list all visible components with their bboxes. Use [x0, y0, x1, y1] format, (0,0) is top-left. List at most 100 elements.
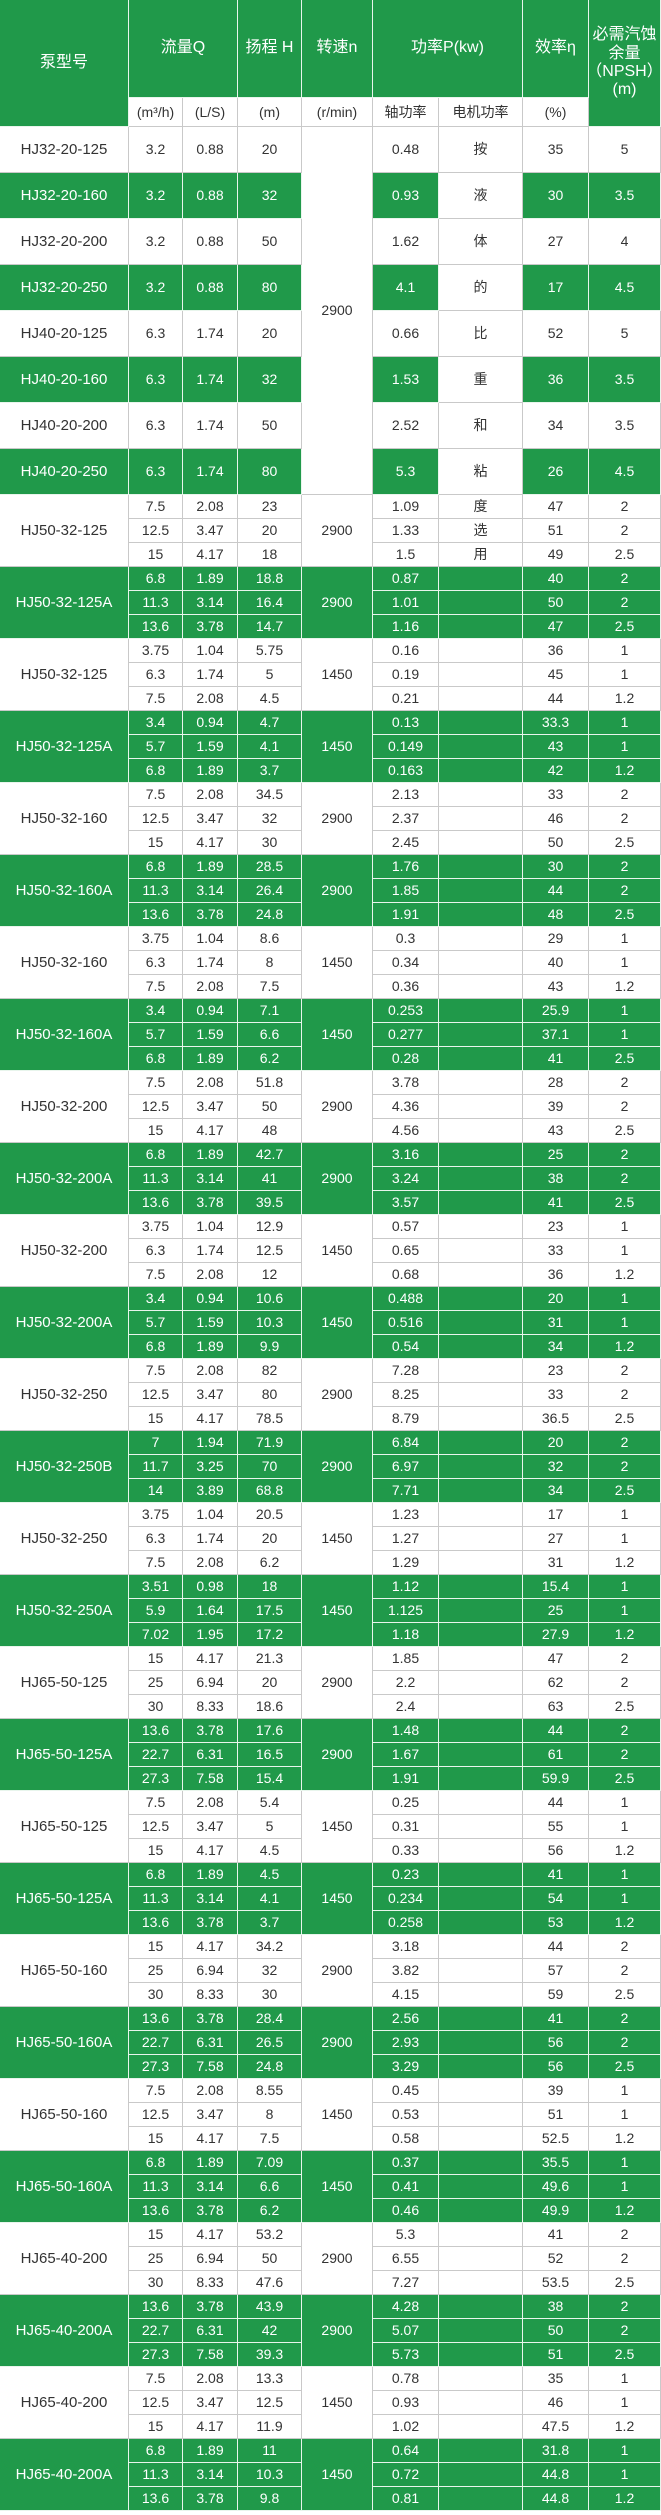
data-cell: 36.5 [523, 1407, 589, 1431]
header-unit-cell: (L/S) [183, 98, 238, 127]
data-cell: 11.9 [238, 2415, 302, 2439]
data-cell: 1.91 [373, 1767, 439, 1791]
data-cell: 59 [523, 1983, 589, 2007]
empty-cell [439, 2151, 523, 2175]
data-cell: 28.5 [238, 855, 302, 879]
data-cell: 49.9 [523, 2199, 589, 2223]
data-cell: 3.2 [129, 173, 183, 219]
data-cell: 0.81 [373, 2487, 439, 2511]
empty-cell [439, 1191, 523, 1215]
speed-cell: 1450 [302, 2151, 373, 2223]
empty-cell [439, 1287, 523, 1311]
empty-cell [439, 711, 523, 735]
data-cell: 43 [523, 975, 589, 999]
empty-cell [439, 1911, 523, 1935]
data-cell: 22.7 [129, 2031, 183, 2055]
data-cell: 8 [238, 951, 302, 975]
data-cell: 30 [129, 2271, 183, 2295]
data-cell: 0.277 [373, 1023, 439, 1047]
empty-cell [439, 1119, 523, 1143]
data-cell: 15 [129, 1647, 183, 1671]
data-cell: 44 [523, 1935, 589, 1959]
data-cell: 5.7 [129, 1311, 183, 1335]
data-cell: 2.5 [589, 1695, 661, 1719]
model-cell: HJ32-20-125 [0, 127, 129, 173]
data-cell: 0.34 [373, 951, 439, 975]
data-cell: 3.14 [183, 879, 238, 903]
data-cell: 0.234 [373, 1887, 439, 1911]
header-cell: 效率η [523, 0, 589, 98]
data-cell: 2 [589, 1143, 661, 1167]
data-cell: 15 [129, 1119, 183, 1143]
data-cell: 25 [129, 2247, 183, 2271]
data-cell: 1.5 [373, 543, 439, 567]
data-cell: 5.75 [238, 639, 302, 663]
data-cell: 2.93 [373, 2031, 439, 2055]
data-cell: 80 [238, 449, 302, 495]
speed-cell: 2900 [302, 783, 373, 855]
data-cell: 39 [523, 1095, 589, 1119]
data-cell: 44 [523, 879, 589, 903]
data-cell: 4.17 [183, 1935, 238, 1959]
data-cell: 12.5 [129, 1815, 183, 1839]
data-cell: 1 [589, 1287, 661, 1311]
data-cell: 13.6 [129, 2007, 183, 2031]
data-cell: 3.7 [238, 759, 302, 783]
data-cell: 2 [589, 1071, 661, 1095]
data-cell: 4.17 [183, 2415, 238, 2439]
data-cell: 0.88 [183, 265, 238, 311]
speed-cell: 2900 [302, 1071, 373, 1143]
data-cell: 1.94 [183, 1431, 238, 1455]
data-cell: 2.08 [183, 495, 238, 519]
empty-cell [439, 759, 523, 783]
data-cell: 6.31 [183, 1743, 238, 1767]
data-cell: 3.14 [183, 2463, 238, 2487]
data-cell: 6.8 [129, 1047, 183, 1071]
data-cell: 6.3 [129, 403, 183, 449]
model-cell: HJ65-50-160A [0, 2007, 129, 2079]
data-cell: 3.18 [373, 1935, 439, 1959]
header-cell: 必需汽蚀余量（NPSH）(m) [589, 0, 661, 127]
data-cell: 2.08 [183, 1359, 238, 1383]
empty-cell [439, 1695, 523, 1719]
speed-cell: 2900 [302, 495, 373, 567]
data-cell: 62 [523, 1671, 589, 1695]
data-cell: 2.37 [373, 807, 439, 831]
data-cell: 20 [238, 1671, 302, 1695]
data-cell: 2.45 [373, 831, 439, 855]
data-cell: 40 [523, 567, 589, 591]
data-cell: 0.45 [373, 2079, 439, 2103]
data-cell: 3.78 [183, 615, 238, 639]
model-cell: HJ65-40-200 [0, 2367, 129, 2439]
data-cell: 42.7 [238, 1143, 302, 1167]
data-cell: 12.5 [129, 2103, 183, 2127]
data-cell: 0.94 [183, 1287, 238, 1311]
data-cell: 80 [238, 265, 302, 311]
data-cell: 53.5 [523, 2271, 589, 2295]
data-cell: 2 [589, 855, 661, 879]
data-cell: 2.2 [373, 1671, 439, 1695]
data-cell: 45 [523, 663, 589, 687]
speed-cell: 2900 [302, 1359, 373, 1431]
data-cell: 20 [238, 519, 302, 543]
data-cell: 7.58 [183, 2343, 238, 2367]
data-cell: 1.74 [183, 1527, 238, 1551]
data-cell: 7.5 [238, 975, 302, 999]
model-cell: HJ50-32-250A [0, 1575, 129, 1647]
data-cell: 40 [523, 951, 589, 975]
data-cell: 34 [523, 403, 589, 449]
data-cell: 3.75 [129, 1215, 183, 1239]
empty-cell [439, 2391, 523, 2415]
data-cell: 1 [589, 1815, 661, 1839]
data-cell: 10.6 [238, 1287, 302, 1311]
data-cell: 26 [523, 449, 589, 495]
model-cell: HJ50-32-200A [0, 1143, 129, 1215]
data-cell: 46 [523, 807, 589, 831]
data-cell: 25 [129, 1959, 183, 1983]
data-cell: 54 [523, 1887, 589, 1911]
data-cell: 3.78 [183, 903, 238, 927]
data-cell: 6.8 [129, 567, 183, 591]
data-cell: 1 [589, 1527, 661, 1551]
data-cell: 3.5 [589, 403, 661, 449]
